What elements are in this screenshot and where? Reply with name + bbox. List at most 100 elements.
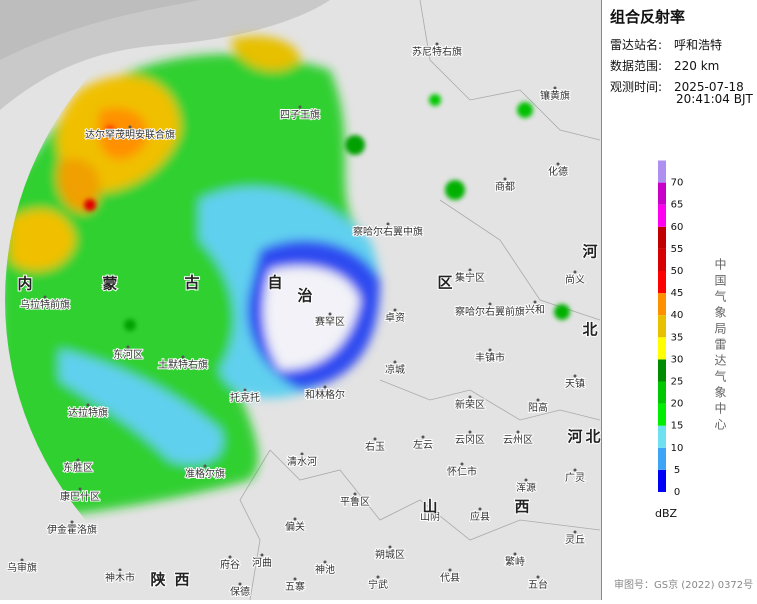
place-label: 灵丘 bbox=[565, 534, 585, 546]
legend-swatch bbox=[658, 425, 666, 448]
place-dot bbox=[228, 555, 232, 559]
region-label: 河 bbox=[567, 428, 582, 446]
place-dot bbox=[293, 577, 297, 581]
place-label: 尚义 bbox=[565, 273, 585, 286]
info-value: 220 km bbox=[674, 59, 720, 73]
panel-title: 组合反射率 bbox=[610, 8, 686, 26]
place-label: 新荣区 bbox=[455, 398, 485, 411]
place-dot bbox=[468, 268, 472, 272]
place-dot bbox=[128, 125, 132, 129]
place-label: 浑源 bbox=[516, 481, 536, 494]
place-label: 左云 bbox=[413, 438, 433, 451]
place-dot bbox=[300, 452, 304, 456]
side-text: 中国气象局雷达气象中心 bbox=[713, 258, 727, 434]
place-label: 准格尔旗 bbox=[185, 467, 225, 480]
place-dot bbox=[478, 507, 482, 511]
info-row: 观测时间: 2025-07-18 bbox=[610, 78, 744, 95]
place-label: 苏尼特右旗 bbox=[412, 45, 462, 58]
place-label: 乌审旗 bbox=[7, 561, 37, 574]
place-label: 镶黄旗 bbox=[540, 89, 570, 102]
place-dot bbox=[260, 553, 264, 557]
place-dot bbox=[181, 355, 185, 359]
place-dot bbox=[556, 162, 560, 166]
place-label: 四子王旗 bbox=[280, 108, 320, 121]
place-dot bbox=[376, 575, 380, 579]
place-label: 达尔罕茂明安联合旗 bbox=[85, 128, 175, 141]
footer: 审图号：GS京 (2022) 0372号 bbox=[614, 580, 754, 591]
legend-tick-label: 40 bbox=[671, 310, 684, 321]
place-dot bbox=[76, 458, 80, 462]
place-dot bbox=[421, 435, 425, 439]
place-dot bbox=[573, 530, 577, 534]
place-dot bbox=[328, 312, 332, 316]
place-dot bbox=[373, 437, 377, 441]
place-dot bbox=[573, 270, 577, 274]
place-dot bbox=[488, 348, 492, 352]
legend-swatch bbox=[658, 381, 666, 404]
place-dot bbox=[43, 295, 47, 299]
terrain bbox=[0, 0, 200, 60]
boundaries bbox=[239, 0, 601, 601]
place-label: 清水河 bbox=[287, 455, 317, 468]
region-label: 陕 bbox=[150, 571, 165, 589]
place-label: 东河区 bbox=[113, 348, 143, 361]
place-label: 山阴 bbox=[420, 511, 440, 523]
info-value: 呼和浩特 bbox=[674, 38, 723, 52]
legend-tick-label: 15 bbox=[671, 421, 684, 432]
region-label: 蒙 bbox=[102, 275, 117, 293]
place-label: 化德 bbox=[548, 165, 568, 178]
info-row: 雷达站名: 呼和浩特 bbox=[610, 36, 722, 53]
place-label: 天镇 bbox=[565, 377, 585, 390]
place-label: 五台 bbox=[528, 578, 548, 591]
info-label: 雷达站名: bbox=[610, 38, 663, 52]
time-line: 20:41:04 BJT bbox=[676, 92, 753, 106]
legend-tick-label: 65 bbox=[671, 200, 684, 211]
place-label: 神池 bbox=[315, 563, 335, 576]
place-label: 云州区 bbox=[503, 434, 533, 446]
legend-swatch bbox=[658, 204, 666, 227]
place-dot bbox=[460, 462, 464, 466]
region-label: 河 bbox=[582, 243, 597, 261]
region-label: 西 bbox=[514, 498, 529, 516]
place-dot bbox=[488, 302, 492, 306]
region-label: 古 bbox=[184, 274, 199, 292]
place-dot bbox=[553, 86, 557, 90]
isolated-echo bbox=[429, 94, 570, 320]
place-dot bbox=[243, 388, 247, 392]
place-dot bbox=[353, 492, 357, 496]
place-label: 怀仁市 bbox=[447, 465, 477, 478]
place-label: 土默特右旗 bbox=[158, 358, 208, 371]
place-dot bbox=[533, 300, 537, 304]
legend-swatch bbox=[658, 293, 666, 316]
place-dot bbox=[503, 177, 507, 181]
legend-tick-label: 25 bbox=[671, 377, 684, 388]
legend-tick-label: 30 bbox=[671, 354, 684, 365]
place-label: 东胜区 bbox=[63, 461, 93, 474]
place-label: 和林格尔 bbox=[305, 388, 345, 401]
legend-swatch bbox=[658, 182, 666, 205]
place-dot bbox=[126, 345, 130, 349]
place-label: 康巴什区 bbox=[60, 490, 100, 503]
place-dot bbox=[386, 222, 390, 226]
place-dot bbox=[203, 464, 207, 468]
place-label: 阳高 bbox=[528, 401, 548, 414]
place-label: 凉城 bbox=[385, 363, 405, 376]
place-dot bbox=[323, 560, 327, 564]
place-label: 乌拉特前旗 bbox=[20, 298, 70, 311]
region-label: 北 bbox=[585, 428, 600, 446]
legend-tick-label: 50 bbox=[671, 266, 684, 277]
place-dot bbox=[118, 568, 122, 572]
region-label: 治 bbox=[297, 287, 312, 305]
place-dot bbox=[298, 105, 302, 109]
region-label: 山 bbox=[422, 498, 437, 516]
place-label: 集宁区 bbox=[455, 271, 485, 284]
place-label: 右玉 bbox=[365, 440, 385, 453]
legend-tick-label: 10 bbox=[671, 443, 684, 454]
place-dot bbox=[536, 575, 540, 579]
legend-swatch bbox=[658, 359, 666, 382]
place-dot bbox=[323, 385, 327, 389]
color-legend: 0 5 10 15 20 25 30 35 40 45 50 55 60 65 70 bbox=[658, 160, 684, 498]
radar-echo bbox=[5, 36, 380, 520]
